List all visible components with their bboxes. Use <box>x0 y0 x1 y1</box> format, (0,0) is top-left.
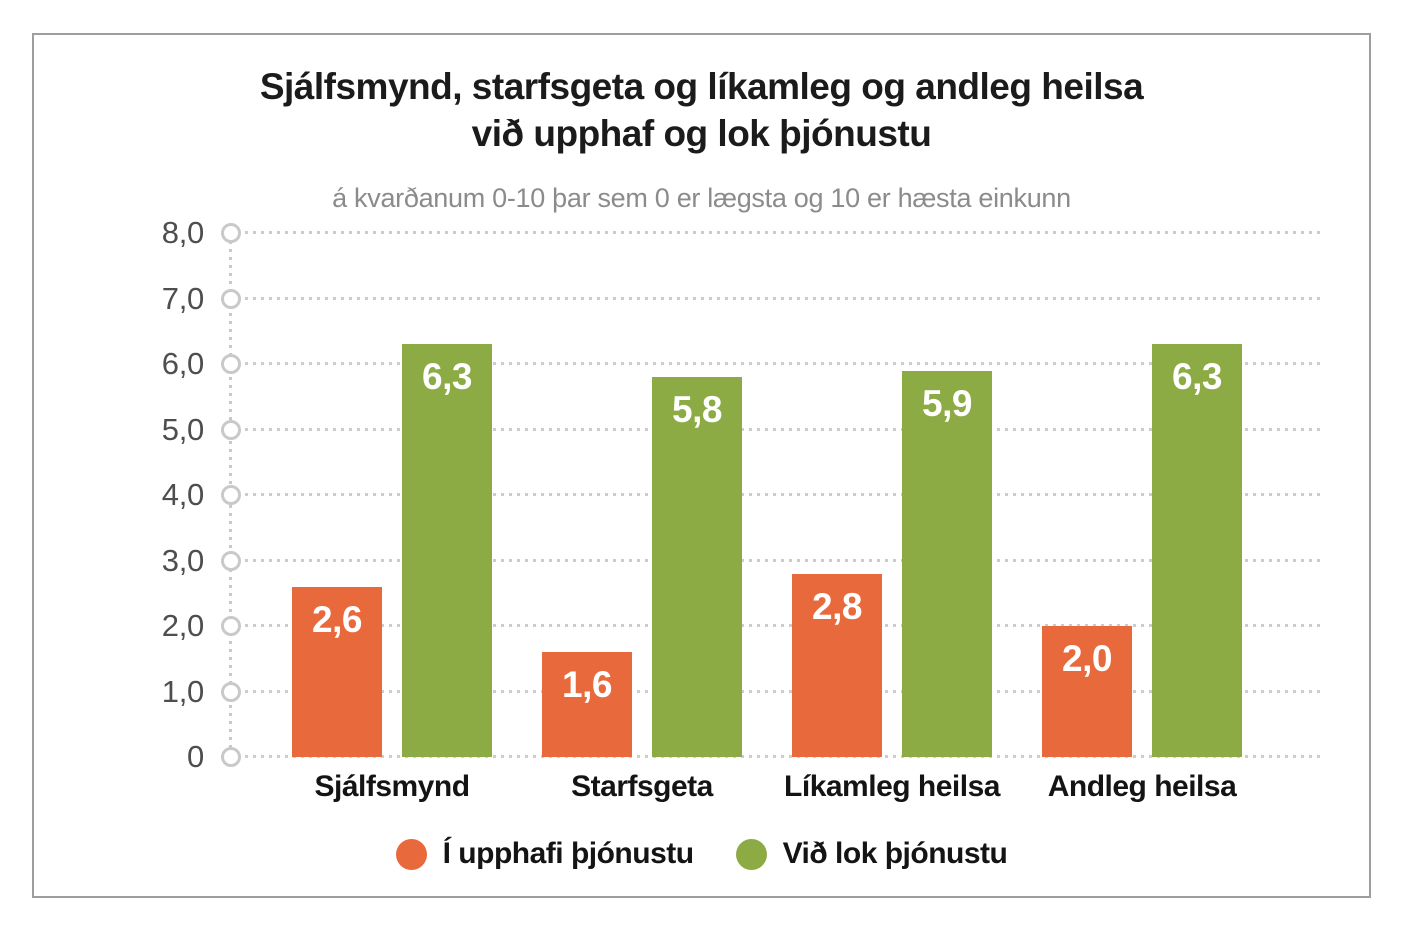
axis-tick-marker-icon <box>221 616 241 636</box>
legend: Í upphafi þjónustu Við lok þjónustu <box>34 837 1369 871</box>
bar-start-of-service: 2,6 <box>292 586 382 757</box>
gridline <box>245 427 1322 431</box>
axis-tick-marker-icon <box>221 419 241 440</box>
bar-end-of-service: 6,3 <box>1152 344 1242 757</box>
legend-item-start: Í upphafi þjónustu <box>395 837 694 871</box>
bar-value-label: 6,3 <box>1172 356 1222 398</box>
x-category-label: Starfsgeta <box>571 770 713 803</box>
gridline <box>245 689 1322 693</box>
gridline <box>245 755 1322 758</box>
bar-end-of-service: 5,8 <box>652 377 742 757</box>
y-tick-label: 8,0 <box>161 215 205 250</box>
bar-start-of-service: 1,6 <box>542 652 632 757</box>
y-tick-label: 5,0 <box>161 411 205 447</box>
legend-label-end: Við lok þjónustu <box>782 837 1008 870</box>
x-category-label: Líkamleg heilsa <box>784 770 1000 803</box>
x-category-label: Sjálfsmynd <box>314 770 470 803</box>
bar-end-of-service: 6,3 <box>402 344 492 757</box>
bar-value-label: 1,6 <box>562 664 612 706</box>
y-tick-label: 0 <box>187 739 204 774</box>
y-tick-label: 7,0 <box>161 280 205 316</box>
bar-start-of-service: 2,8 <box>792 573 882 757</box>
bar-value-label: 2,0 <box>1062 638 1112 679</box>
chart-title-line-1: Sjálfsmynd, starfsgeta og líkamleg og an… <box>259 66 1144 107</box>
y-tick-label: 6,0 <box>161 346 205 381</box>
y-tick-label: 3,0 <box>161 542 205 578</box>
y-tick-label: 4,0 <box>161 477 205 512</box>
axis-tick-marker-icon <box>221 288 241 309</box>
bar-value-label: 5,8 <box>672 389 722 431</box>
chart-subtitle: á kvarðanum 0-10 þar sem 0 er lægsta og … <box>332 183 1071 213</box>
y-tick-label: 1,0 <box>161 673 205 709</box>
bar-value-label: 5,9 <box>922 382 972 424</box>
axis-tick-marker-icon <box>221 354 241 374</box>
y-tick-label: 2,0 <box>161 608 205 643</box>
legend-dot-start-icon <box>395 838 427 870</box>
bar-end-of-service: 5,9 <box>902 370 992 757</box>
gridline <box>245 624 1322 627</box>
gridline <box>245 362 1322 365</box>
bar-value-label: 2,8 <box>812 585 862 627</box>
legend-dot-end-icon <box>735 838 767 870</box>
x-category-label: Andleg heilsa <box>1047 770 1237 803</box>
axis-tick-marker-icon <box>221 485 241 505</box>
axis-tick-marker-icon <box>221 550 241 571</box>
axis-tick-marker-icon <box>221 747 241 767</box>
axis-tick-marker-icon <box>221 223 241 243</box>
bar-value-label: 6,3 <box>422 356 472 398</box>
axis-tick-marker-icon <box>221 681 241 702</box>
chart-title-line-2: við upphaf og lok þjónustu <box>471 113 932 154</box>
bar-value-label: 2,6 <box>312 598 362 640</box>
chart-title: Sjálfsmynd, starfsgeta og líkamleg og an… <box>34 63 1369 157</box>
bar-start-of-service: 2,0 <box>1042 626 1132 757</box>
gridline <box>245 296 1322 300</box>
gridline <box>245 493 1322 496</box>
legend-label-start: Í upphafi þjónustu <box>442 837 694 870</box>
gridline <box>245 231 1322 234</box>
chart-frame: Sjálfsmynd, starfsgeta og líkamleg og an… <box>32 33 1371 898</box>
legend-item-end: Við lok þjónustu <box>735 837 1008 871</box>
plot-area: 8,0 7,0 6,0 5,0 4,0 3,0 2,0 1,0 0 2,6 6,3 Sjálfsmyn… <box>34 35 1369 896</box>
gridline <box>245 558 1322 562</box>
